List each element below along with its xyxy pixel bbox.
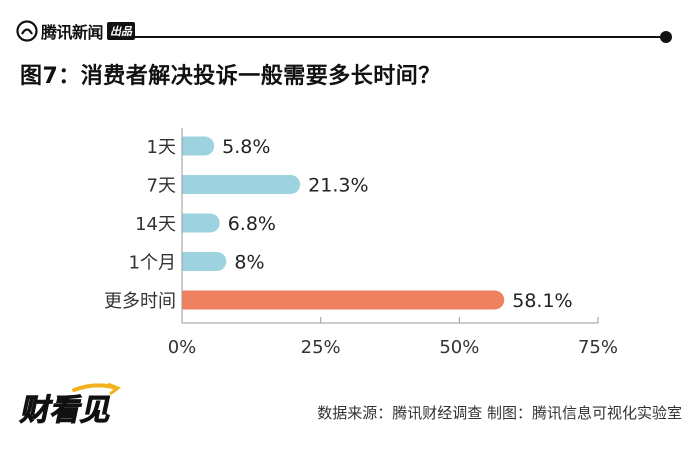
bar (182, 252, 227, 271)
header-rule (135, 36, 667, 38)
footer-logo-text: 财看见 (18, 393, 115, 428)
value-label: 21.3% (308, 175, 368, 197)
bar-left-cap (182, 290, 192, 310)
bar (182, 290, 505, 310)
x-tick-label: 0% (168, 337, 197, 358)
brand-name: 腾讯新闻 (41, 23, 104, 42)
x-tick-label: 50% (439, 337, 479, 358)
bar-left-cap (182, 175, 192, 194)
category-label: 1个月 (129, 253, 176, 274)
tencent-news-logo-icon (16, 20, 38, 42)
caikanjian-logo: 财看见 (17, 382, 122, 428)
value-label: 58.1% (512, 290, 572, 312)
value-label: 5.8% (222, 136, 270, 158)
category-label: 14天 (135, 214, 176, 235)
category-label: 7天 (147, 176, 176, 197)
header-rule-dot (660, 31, 672, 43)
x-tick-label: 75% (578, 337, 618, 358)
value-label: 6.8% (228, 213, 276, 235)
source-note: 数据来源：腾讯财经调查 制图：腾讯信息可视化实验室 (317, 404, 682, 422)
x-tick-label: 25% (301, 337, 341, 358)
brand-badge: 出品 (107, 22, 136, 40)
brand: 腾讯新闻 出品 (16, 18, 136, 44)
category-label: 1天 (147, 137, 176, 158)
bar-left-cap (182, 213, 192, 233)
value-label: 8% (234, 252, 264, 274)
bar-left-cap (182, 252, 192, 271)
chart-title: 图7：消费者解决投诉一般需要多长时间？ (20, 64, 441, 89)
bar-left-cap (182, 136, 192, 156)
category-label: 更多时间 (104, 291, 176, 312)
bar (182, 175, 301, 194)
